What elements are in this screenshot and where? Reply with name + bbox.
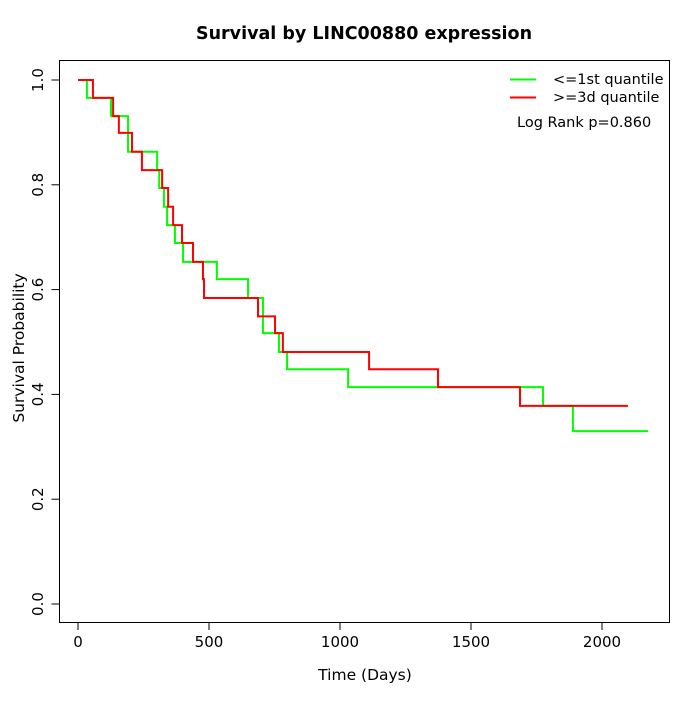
log-rank-annotation: Log Rank p=0.860 [517,115,651,131]
series-group [78,79,649,433]
survival-curve-low-expression [78,79,649,433]
y-tick-label: 0.0 [29,592,47,616]
x-tick-label: 1000 [321,633,359,651]
y-tick-label: 0.4 [29,382,47,406]
y-tick-label: 1.0 [29,68,47,92]
x-tick-label: 0 [73,633,83,651]
x-tick-label: 500 [195,633,224,651]
legend-label-high-expression: >=3d quantile [553,90,660,106]
chart-title: Survival by LINC00880 expression [196,24,532,44]
y-axis: 0.0 0.2 0.4 0.6 0.8 1.0 [29,68,60,616]
y-tick-label: 0.2 [29,487,47,511]
x-axis: 0 500 1000 1500 2000 [73,622,621,651]
y-axis-label: Survival Probability [10,273,28,422]
x-tick-label: 1500 [452,633,490,651]
legend-label-low-expression: <=1st quantile [553,72,664,88]
legend: <=1st quantile >=3d quantile Log Rank p=… [510,72,664,131]
x-tick-label: 2000 [583,633,621,651]
y-tick-label: 0.8 [29,173,47,197]
survival-curve-high-expression [78,79,628,407]
plot-border [59,60,670,623]
x-axis-label: Time (Days) [317,666,412,684]
y-tick-label: 0.6 [29,278,47,302]
